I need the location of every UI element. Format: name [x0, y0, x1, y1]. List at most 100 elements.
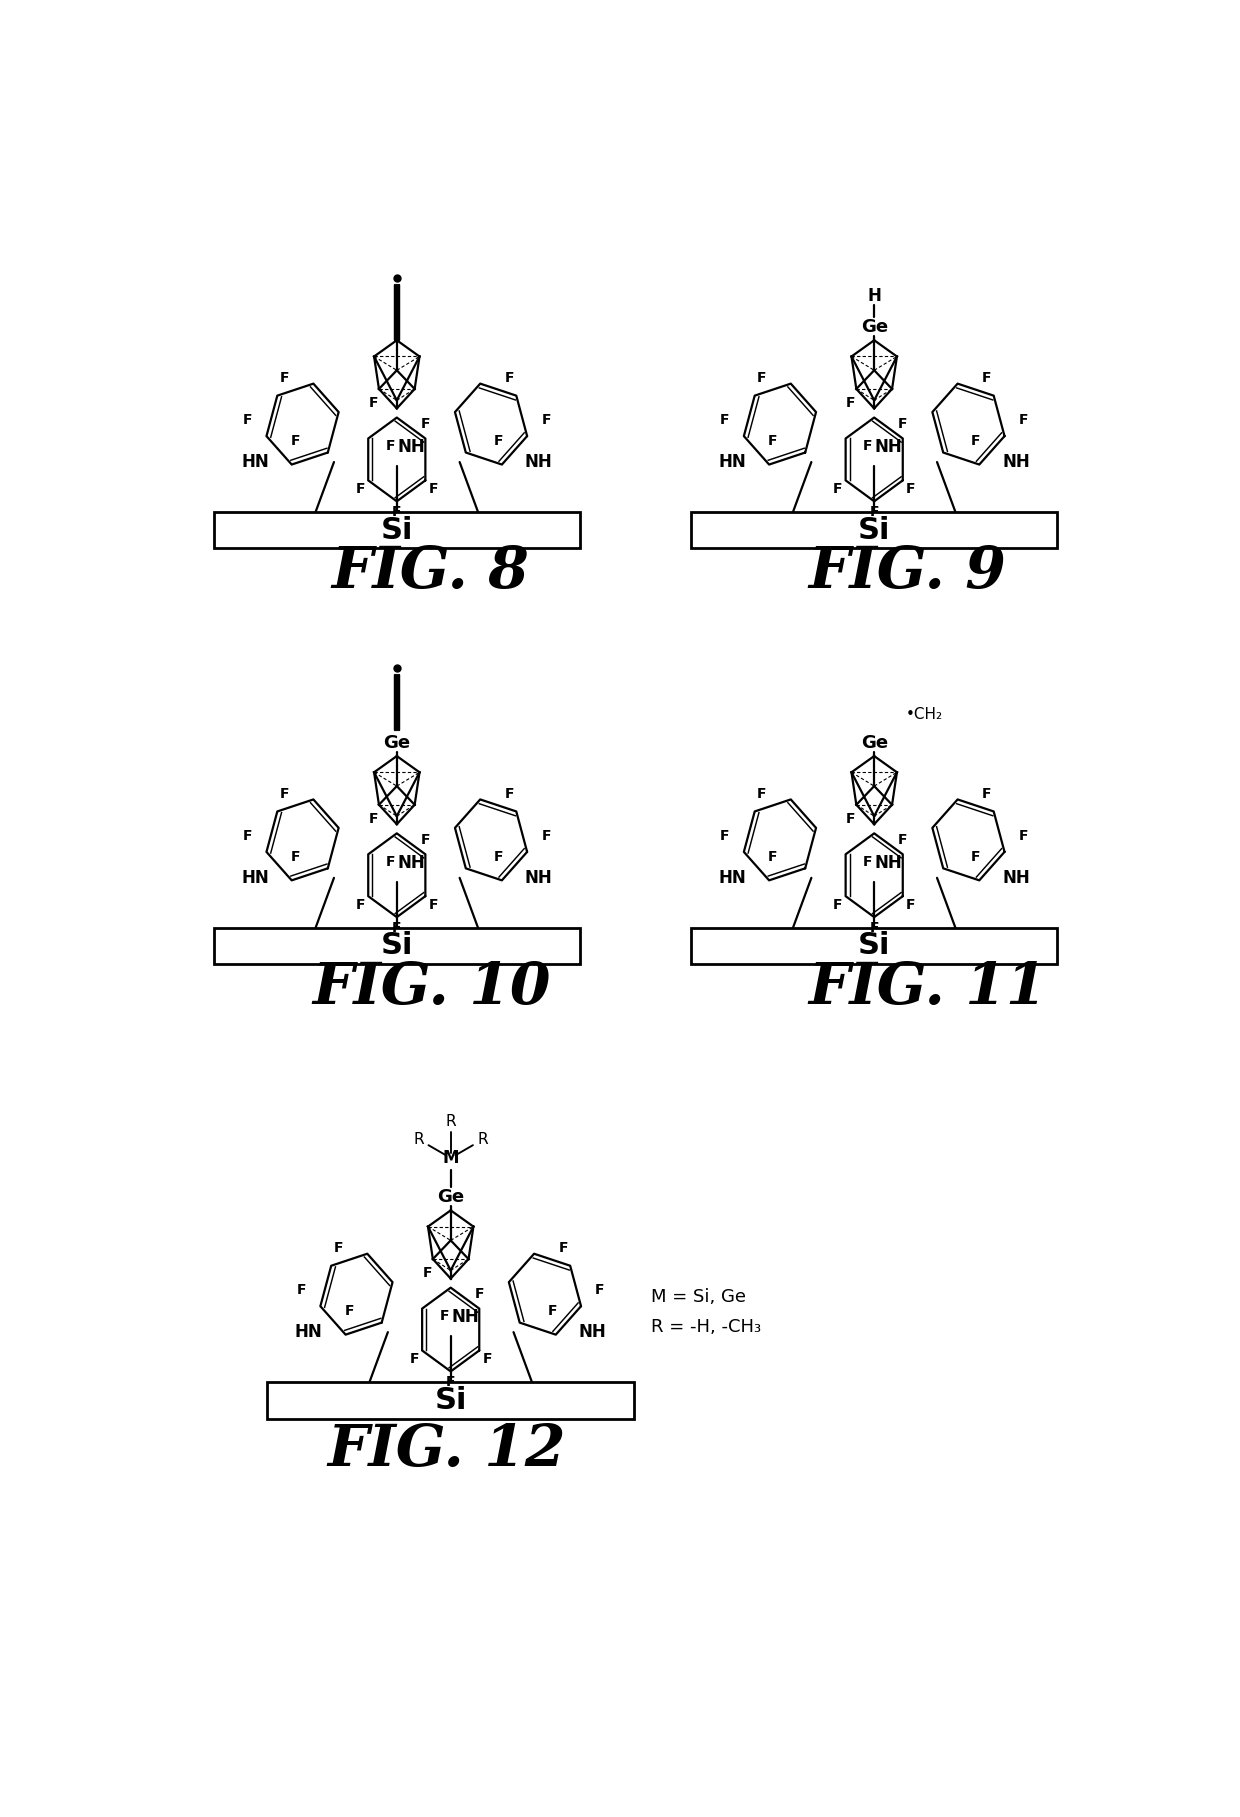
Text: F: F [505, 371, 515, 385]
Text: F: F [898, 832, 908, 847]
Text: F: F [906, 898, 915, 912]
Text: F: F [290, 850, 300, 863]
Text: NH: NH [398, 854, 425, 872]
Text: F: F [420, 418, 430, 431]
Text: F: F [392, 921, 402, 934]
Text: FIG. 9: FIG. 9 [808, 543, 1007, 600]
Text: HN: HN [718, 869, 746, 887]
Text: F: F [595, 1283, 605, 1297]
Text: Si: Si [434, 1386, 467, 1415]
Text: Si: Si [858, 516, 890, 545]
Text: NH: NH [525, 869, 553, 887]
Text: F: F [833, 898, 842, 912]
Text: R: R [445, 1114, 456, 1128]
Text: F: F [423, 1266, 432, 1281]
Text: F: F [386, 440, 396, 454]
Text: M = Si, Ge
R = -H, -CH₃: M = Si, Ge R = -H, -CH₃ [651, 1288, 761, 1335]
Text: F: F [720, 829, 729, 843]
Text: F: F [898, 418, 908, 431]
Text: F: F [439, 1310, 449, 1323]
Text: NH: NH [525, 452, 553, 471]
Text: F: F [971, 434, 981, 447]
Text: Ge: Ge [383, 734, 410, 752]
Text: F: F [542, 412, 551, 427]
Text: F: F [345, 1305, 353, 1317]
Text: F: F [494, 434, 503, 447]
Text: F: F [429, 898, 438, 912]
Text: H: H [867, 287, 882, 305]
Text: HN: HN [295, 1323, 322, 1341]
Text: F: F [494, 850, 503, 863]
Text: NH: NH [451, 1308, 479, 1326]
Bar [213, 928, 580, 965]
Text: F: F [446, 1375, 455, 1388]
Text: F: F [243, 412, 252, 427]
Text: F: F [334, 1241, 343, 1256]
Bar [213, 512, 580, 549]
Text: F: F [392, 505, 402, 520]
Bar [691, 928, 1058, 965]
Text: F: F [368, 812, 378, 827]
Text: Ge: Ge [438, 1188, 464, 1206]
Text: F: F [296, 1283, 306, 1297]
Text: F: F [558, 1241, 568, 1256]
Text: F: F [756, 371, 766, 385]
Text: F: F [505, 787, 515, 801]
Text: F: F [869, 505, 879, 520]
Text: Ge: Ge [861, 734, 888, 752]
Text: NH: NH [1002, 869, 1030, 887]
Text: F: F [971, 850, 981, 863]
Text: F: F [863, 440, 873, 454]
Text: Ge: Ge [861, 318, 888, 336]
Text: NH: NH [1002, 452, 1030, 471]
Text: R: R [414, 1132, 424, 1147]
Text: HN: HN [718, 452, 746, 471]
Text: F: F [279, 371, 289, 385]
Text: F: F [429, 482, 438, 496]
Text: Si: Si [858, 932, 890, 961]
Text: F: F [846, 396, 856, 411]
Text: HN: HN [241, 452, 269, 471]
Text: NH: NH [579, 1323, 606, 1341]
Text: F: F [475, 1286, 485, 1301]
Bar [691, 512, 1058, 549]
Bar [268, 1383, 634, 1419]
Text: NH: NH [875, 438, 903, 456]
Text: F: F [768, 434, 777, 447]
Text: NH: NH [398, 438, 425, 456]
Text: FIG. 11: FIG. 11 [808, 959, 1048, 1016]
Text: F: F [846, 812, 856, 827]
Text: F: F [833, 482, 842, 496]
Text: F: F [420, 832, 430, 847]
Text: FIG. 10: FIG. 10 [312, 959, 551, 1016]
Text: F: F [542, 829, 551, 843]
Text: F: F [482, 1352, 492, 1366]
Text: Si: Si [381, 516, 413, 545]
Text: FIG. 8: FIG. 8 [331, 543, 529, 600]
Text: FIG. 12: FIG. 12 [327, 1421, 565, 1479]
Text: F: F [356, 898, 365, 912]
Text: F: F [906, 482, 915, 496]
Text: F: F [243, 829, 252, 843]
Text: R: R [477, 1132, 487, 1147]
Text: F: F [768, 850, 777, 863]
Text: F: F [279, 787, 289, 801]
Text: M: M [443, 1148, 459, 1167]
Text: •CH₂: •CH₂ [905, 707, 942, 721]
Text: F: F [720, 412, 729, 427]
Text: F: F [869, 921, 879, 934]
Text: F: F [368, 396, 378, 411]
Text: HN: HN [241, 869, 269, 887]
Text: F: F [1019, 412, 1028, 427]
Text: F: F [982, 371, 992, 385]
Text: F: F [756, 787, 766, 801]
Text: F: F [863, 856, 873, 869]
Text: F: F [409, 1352, 419, 1366]
Text: NH: NH [875, 854, 903, 872]
Text: F: F [356, 482, 365, 496]
Text: F: F [1019, 829, 1028, 843]
Text: Si: Si [381, 932, 413, 961]
Text: F: F [386, 856, 396, 869]
Text: F: F [982, 787, 992, 801]
Text: F: F [290, 434, 300, 447]
